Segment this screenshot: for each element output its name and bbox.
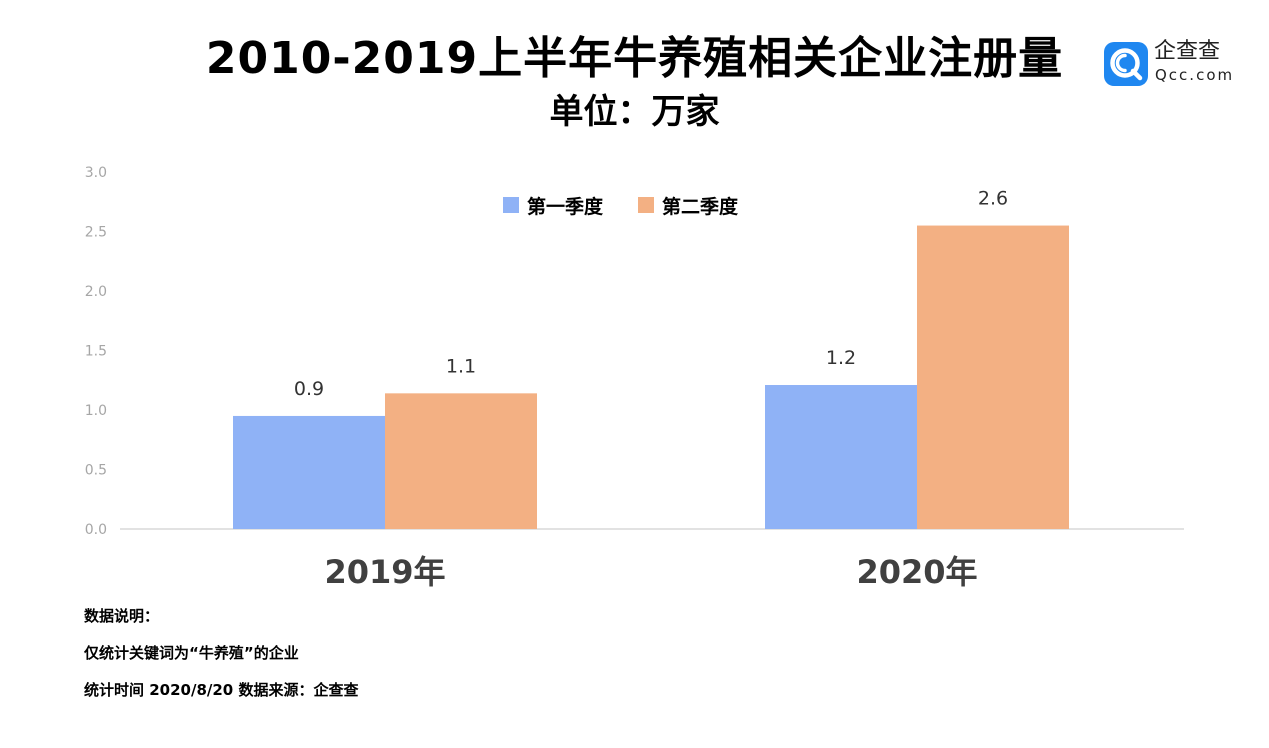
legend-label-q1: 第一季度	[527, 195, 604, 218]
value-label: 2.6	[978, 188, 1008, 210]
y-axis-tick-labels: 0.0 0.5 1.0 1.5 2.0 2.5 3.0	[85, 165, 107, 538]
qcc-logo-icon	[1104, 42, 1148, 86]
category-label: 2019年	[324, 553, 445, 591]
y-tick-label: 0.0	[85, 522, 107, 538]
y-tick-label: 1.5	[85, 344, 107, 360]
x-axis-category-labels: 2019年 2020年	[324, 553, 977, 591]
notes-heading: 数据说明：	[84, 607, 160, 625]
bar-series2-2020年	[917, 225, 1069, 530]
notes-scope: 仅统计关键词为“牛养殖”的企业	[84, 644, 299, 662]
bars	[233, 225, 1069, 530]
legend-swatch-q1	[503, 197, 519, 213]
notes-footer: 统计时间 2020/8/20 数据来源：企查查	[84, 681, 359, 699]
logo-domain: Qcc.com	[1155, 66, 1235, 84]
legend-swatch-q2	[638, 197, 654, 213]
y-tick-label: 3.0	[85, 165, 107, 181]
category-label: 2020年	[856, 553, 977, 591]
y-tick-label: 2.5	[85, 225, 107, 241]
brand-logo: 企查查 Qcc.com	[1100, 38, 1240, 90]
legend: 第一季度 第二季度	[503, 195, 739, 218]
bar-series2-2019年	[385, 393, 537, 529]
bar-series1-2019年	[233, 415, 385, 529]
value-labels: 0.9 1.2 1.1 2.6	[294, 188, 1008, 400]
chart-subtitle: 单位：万家	[549, 92, 720, 132]
value-label: 0.9	[294, 378, 324, 400]
data-notes: 数据说明： 仅统计关键词为“牛养殖”的企业 统计时间 2020/8/20 数据来…	[84, 606, 358, 717]
value-label: 1.2	[826, 347, 856, 369]
bar-series1-2020年	[765, 385, 917, 529]
logo-name: 企查查	[1154, 39, 1221, 64]
y-tick-label: 2.0	[85, 284, 107, 300]
y-tick-label: 1.0	[85, 403, 107, 419]
legend-label-q2: 第二季度	[662, 195, 739, 218]
chart-title: 2010-2019上半年牛养殖相关企业注册量	[205, 33, 1064, 84]
y-tick-label: 0.5	[85, 463, 107, 479]
value-label: 1.1	[446, 355, 476, 377]
